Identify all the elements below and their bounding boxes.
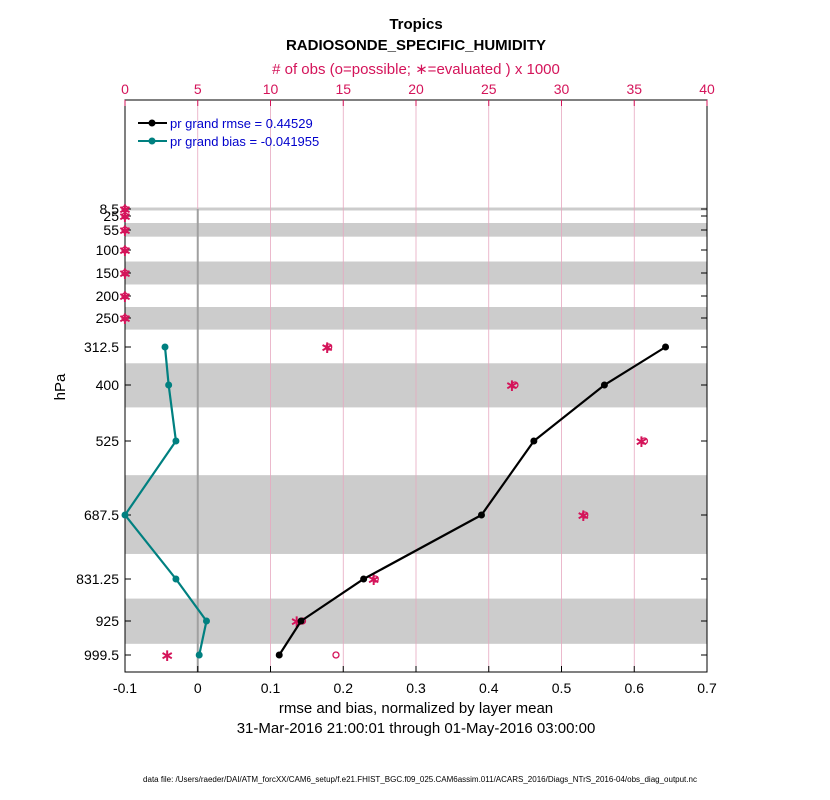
level-label: 925 [96, 613, 120, 629]
obs-evaluated-marker: ∗ [118, 207, 132, 227]
obs-evaluated-marker: ∗ [160, 646, 174, 666]
top-tick-label: 15 [335, 81, 351, 97]
obs-evaluated-marker: ∗ [320, 338, 334, 358]
top-tick-label: 40 [699, 81, 715, 97]
x-axis-label: rmse and bias, normalized by layer mean [279, 700, 553, 717]
bias-point [202, 617, 210, 625]
obs-evaluated-marker: ∗ [634, 432, 648, 452]
bias-point [172, 575, 180, 583]
obs-possible-marker [581, 511, 589, 519]
bias-point [172, 437, 180, 445]
obs-possible-marker [121, 314, 129, 322]
rmse-point [530, 437, 538, 445]
level-label: 312.5 [84, 339, 119, 355]
bias-series [121, 343, 210, 659]
level-label: 250 [96, 310, 120, 326]
legend-bias-label: pr grand bias = -0.041955 [170, 134, 319, 149]
bottom-tick-labels: -0.1 0 0.1 0.2 0.3 0.4 0.5 0.6 0.7 [113, 680, 717, 696]
level-label: 200 [96, 288, 120, 304]
x-tick-label: -0.1 [113, 680, 137, 696]
x-tick-label: 0.3 [406, 680, 426, 696]
obs-evaluated-marker: ∗ [118, 200, 132, 220]
obs-possible-marker [121, 205, 129, 213]
level-label: 55 [103, 222, 119, 238]
top-tick-label: 5 [194, 81, 202, 97]
obs-evaluated-marker: ∗ [118, 221, 132, 241]
rmse-point [360, 575, 368, 583]
obs-evaluated-marker: ∗ [118, 241, 132, 261]
obs-possible-marker [121, 226, 129, 234]
obs-evaluated-marker: ∗ [118, 309, 132, 329]
top-tick-label: 0 [121, 81, 129, 97]
obs-possible-marker [121, 269, 129, 277]
rmse-point [477, 511, 485, 519]
top-tick-label: 35 [626, 81, 642, 97]
obs-possible-marker [332, 651, 340, 659]
obs-evaluated-marker: ∗ [118, 264, 132, 284]
top-tick-label: 20 [408, 81, 424, 97]
rmse-point [297, 617, 305, 625]
x-tick-label: 0.7 [697, 680, 717, 696]
legend-rmse-marker [148, 119, 156, 127]
level-label: 100 [96, 242, 120, 258]
level-label: 25 [103, 208, 119, 224]
legend-bias-marker [148, 137, 156, 145]
rmse-point [600, 381, 608, 389]
data-file-footer: data file: /Users/raeder/DAI/ATM_forcXX/… [143, 775, 697, 784]
obs-count-markers: ∗∗∗∗∗∗∗∗∗∗∗∗∗∗ [118, 200, 649, 666]
x-tick-label: 0.4 [479, 680, 499, 696]
x-tick-label: 0.5 [552, 680, 572, 696]
obs-possible-marker [121, 212, 129, 220]
axis-ticks [124, 100, 708, 672]
x-tick-label: 0.6 [625, 680, 645, 696]
top-tick-label: 30 [554, 81, 570, 97]
legend-rmse-label: pr grand rmse = 0.44529 [170, 116, 313, 131]
level-label: 687.5 [84, 507, 119, 523]
obs-evaluated-marker: ∗ [576, 506, 590, 526]
obs-evaluated-marker: ∗ [118, 287, 132, 307]
level-label: 831.25 [76, 571, 119, 587]
obs-possible-marker [121, 246, 129, 254]
obs-possible-marker [511, 381, 519, 389]
obs-possible-marker [640, 437, 649, 445]
obs-evaluated-marker: ∗ [505, 376, 519, 396]
date-range: 31-Mar-2016 21:00:01 through 01-May-2016… [237, 720, 596, 737]
level-label: 150 [96, 265, 120, 281]
top-axis-label: # of obs (o=possible; ∗=evaluated ) x 10… [272, 61, 560, 78]
x-tick-label: 0 [194, 680, 202, 696]
y-axis-label: hPa [52, 373, 69, 400]
legend: pr grand rmse = 0.44529 pr grand bias = … [138, 116, 319, 149]
bias-point [165, 381, 173, 389]
top-tick-label: 25 [481, 81, 497, 97]
bias-point [195, 651, 203, 659]
obs-possible-marker [121, 292, 129, 300]
top-tick-label: 10 [263, 81, 279, 97]
bias-point [121, 511, 129, 519]
obs-possible-marker [371, 575, 379, 583]
bias-point [161, 343, 169, 351]
level-label: 999.5 [84, 647, 119, 663]
obs-evaluated-marker: ∗ [290, 612, 304, 632]
chart-title: Tropics [389, 16, 442, 33]
level-label: 525 [96, 433, 120, 449]
obs-possible-marker [325, 343, 333, 351]
level-label: 400 [96, 377, 120, 393]
x-tick-label: 0.2 [334, 680, 354, 696]
x-tick-label: 0.1 [261, 680, 281, 696]
rmse-point [275, 651, 283, 659]
rmse-point [662, 343, 670, 351]
level-label: 8.5 [100, 201, 120, 217]
chart-subtitle: RADIOSONDE_SPECIFIC_HUMIDITY [286, 37, 546, 54]
top-tick-labels: 0 5 10 15 20 25 30 35 40 [121, 81, 715, 97]
rmse-series [275, 343, 670, 659]
